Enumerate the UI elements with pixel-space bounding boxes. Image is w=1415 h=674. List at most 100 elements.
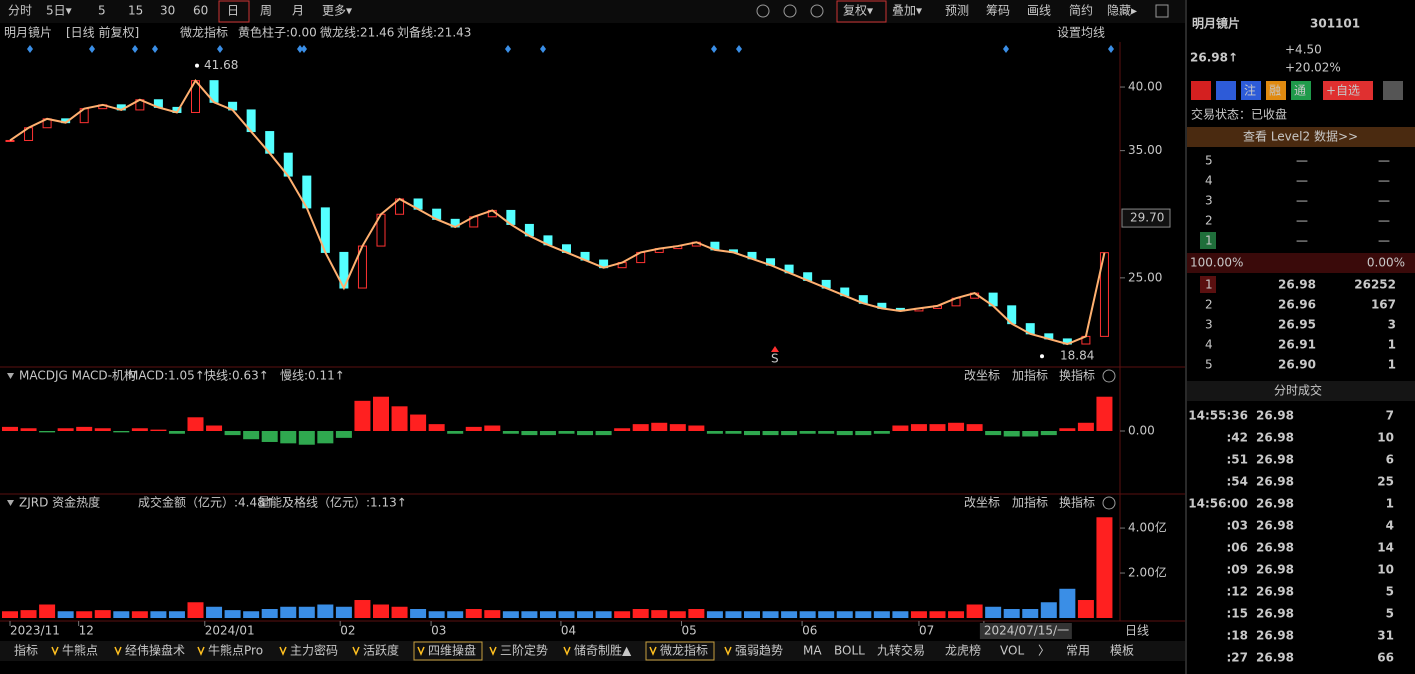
trade-time: :06 [1227,541,1249,555]
indicator-tab[interactable]: BOLL [834,644,865,658]
panel-toggle[interactable] [7,373,14,379]
bar [966,424,983,431]
indicator-tab[interactable]: 常用 [1066,644,1090,658]
period-button[interactable]: 周 [260,4,272,18]
badge-label[interactable]: +自选 [1326,84,1360,98]
sell-ratio: 0.00% [1367,256,1405,270]
indicator-tab[interactable]: 四维操盘 [428,643,476,658]
trade-price: 26.98 [1256,651,1294,665]
ask-price: — [1296,234,1308,248]
indicator-tab[interactable]: 龙虎榜 [945,643,981,658]
trade-price: 26.98 [1256,475,1294,489]
tab-check [279,646,287,656]
period-button[interactable]: 分时 [8,4,32,18]
indicator-tab[interactable]: 储奇制胜▲ [574,643,632,658]
trade-volume: 6 [1386,453,1394,467]
bar [113,611,130,618]
badge [1241,81,1261,100]
indicator-tab[interactable]: 强弱趋势 [735,644,783,658]
bid-level: 3 [1205,318,1213,332]
bar [1040,431,1057,436]
badge-label: 融 [1269,84,1281,98]
period-button[interactable]: 日 [227,4,239,18]
indicator-tab[interactable]: 微龙指标 [660,643,708,658]
bar [1003,431,1020,437]
indicator-tab[interactable]: 主力密码 [290,643,338,658]
trade-volume: 66 [1377,651,1394,665]
indicator-tab[interactable]: MA [803,644,822,658]
bar [261,431,278,442]
bar [1003,609,1020,618]
info-text[interactable]: 设置均线 [1057,26,1105,40]
undo-icon[interactable] [756,4,770,18]
tool-button[interactable]: 简约 [1069,3,1093,18]
indicator-tab[interactable]: 指标 [14,643,38,658]
panel-button[interactable]: 加指标 [1012,495,1048,510]
indicator-tab[interactable]: 模板 [1110,644,1134,658]
indicator-tab[interactable]: 〉 [1038,644,1050,658]
period-button[interactable]: 30 [160,4,175,18]
panel-button[interactable]: 加指标 [1012,368,1048,383]
panel-button[interactable]: 改坐标 [964,369,1000,383]
fullscreen-icon[interactable] [1155,4,1169,18]
bar [224,431,241,436]
period-button[interactable]: 5 [98,4,106,18]
period-button[interactable]: 5日▾ [46,4,72,18]
indicator-tab[interactable]: 活跃度 [363,643,399,658]
level2-bar[interactable] [1187,127,1415,147]
badge [1291,81,1311,100]
tool-button[interactable]: 叠加▾ [892,4,922,18]
bar [781,431,798,436]
signal-diamond [132,45,138,53]
trade-price: 26.98 [1256,409,1294,423]
bar [94,610,111,618]
bar [1059,588,1076,618]
ask-volume: — [1378,214,1390,228]
badge[interactable] [1323,81,1373,100]
trade-status: 交易状态：已收盘 [1191,107,1287,122]
bar [855,611,872,618]
bar [966,604,983,618]
panel-button[interactable]: 换指标 [1059,368,1095,383]
trade-price: 26.98 [1256,563,1294,577]
bar [317,604,334,618]
panel-toggle[interactable] [7,500,14,506]
period-button[interactable]: 15 [128,4,143,18]
bar [447,431,464,434]
close-button[interactable] [1102,496,1116,510]
zoom-in-icon[interactable] [783,4,797,18]
trade-volume: 5 [1386,607,1394,621]
bar [243,611,260,618]
tool-button[interactable]: 预测 [945,4,969,18]
period-button[interactable]: 更多▾ [322,4,352,18]
indicator-tab[interactable]: 三阶定势 [500,643,548,658]
signal-arrow [771,346,779,352]
y-tick-label: 2.00亿 [1128,565,1167,580]
period-button[interactable]: 60 [193,4,208,18]
bid-price: 26.95 [1278,318,1316,332]
tool-button[interactable]: 隐藏▸ [1107,4,1137,18]
alert-icon[interactable] [1383,81,1403,100]
trades-header [1187,381,1415,401]
indicator-tab[interactable]: 九转交易 [877,643,925,658]
indicator-tab[interactable]: 牛熊点Pro [208,643,263,658]
cursor-date-box [979,623,1072,639]
bar [335,431,352,438]
indicator-tab[interactable]: 经伟操盘术 [125,643,185,658]
bar [725,431,742,434]
bid-level: 1 [1205,278,1213,292]
period-button[interactable]: 月 [292,4,304,18]
bid-price: 26.90 [1278,358,1316,372]
indicator-tab[interactable]: 牛熊点 [62,643,98,658]
zoom-out-icon[interactable] [810,4,824,18]
level2-link[interactable]: 查看 Level2 数据>> [1243,129,1358,144]
bar [373,604,389,618]
close-button[interactable] [1102,369,1116,383]
panel-button[interactable]: 换指标 [1059,495,1095,510]
indicator-tab[interactable]: VOL [1000,644,1024,658]
panel-button[interactable]: 改坐标 [964,496,1000,510]
tool-button[interactable]: 复权▾ [843,4,873,18]
tool-button[interactable]: 筹码 [986,4,1010,18]
tool-button[interactable]: 画线 [1027,4,1051,18]
